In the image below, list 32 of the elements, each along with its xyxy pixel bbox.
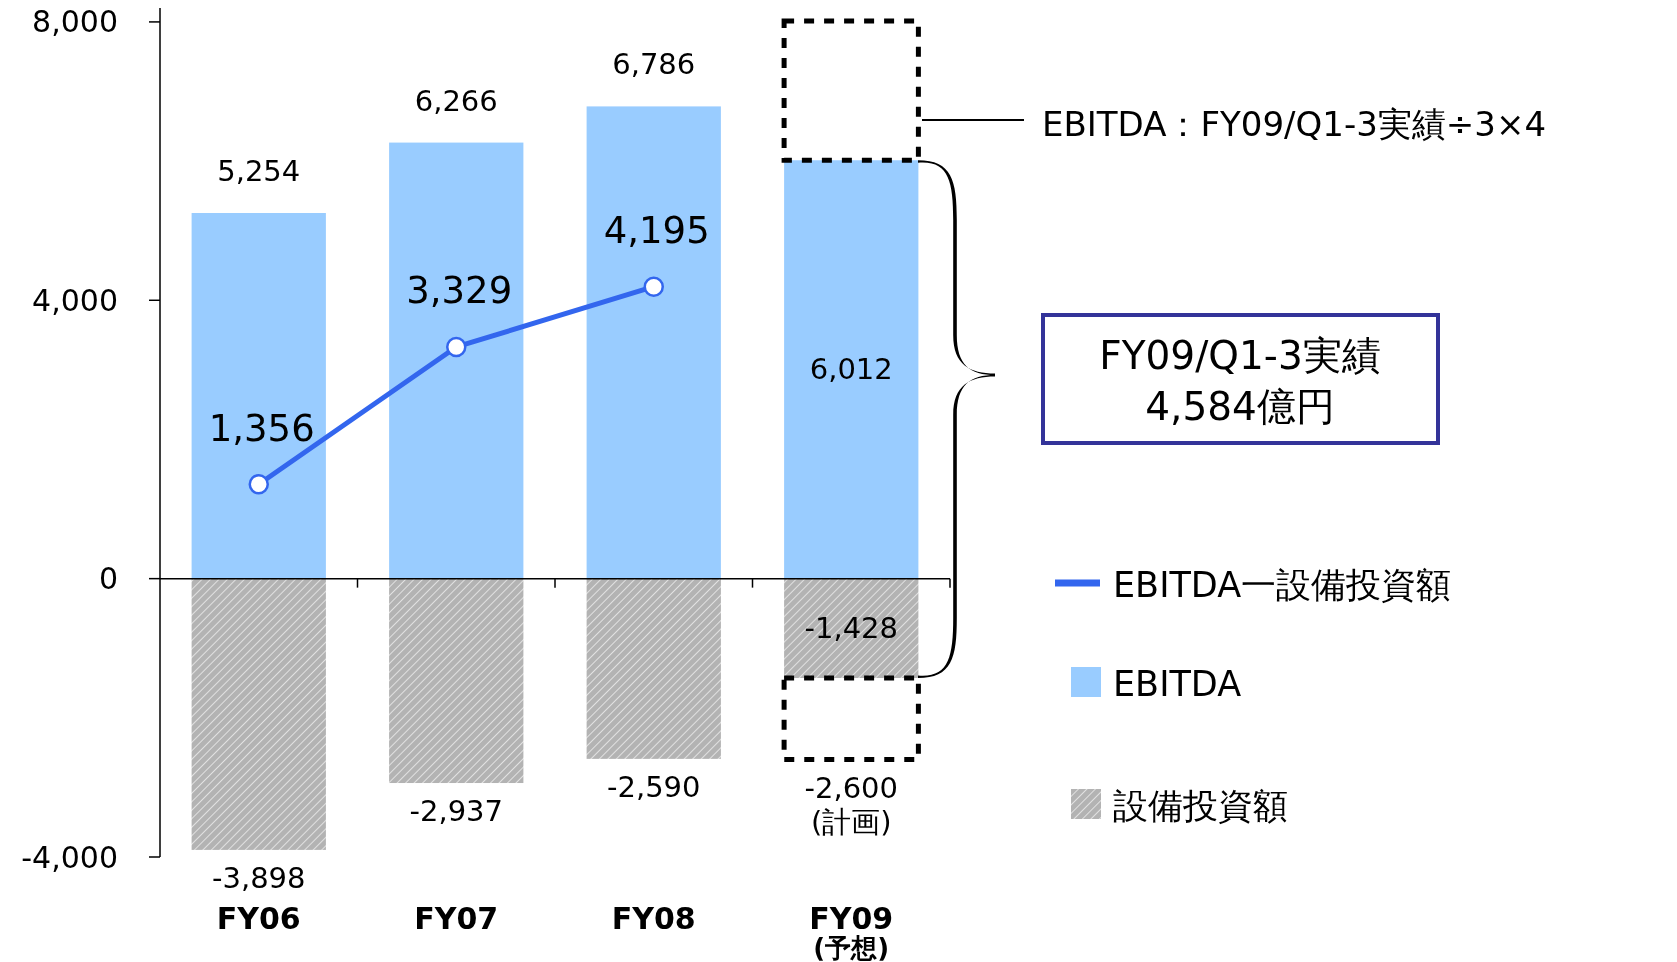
data-label: 4,195 — [603, 209, 710, 253]
data-label: 6,012 — [809, 352, 893, 387]
data-label: -3,898 — [212, 860, 306, 895]
data-label: 1,356 — [208, 406, 315, 450]
legend-label: EBITDA一設備投資額 — [1113, 565, 1452, 605]
data-label: -2,590 — [607, 769, 701, 804]
data-label: -2,600 (計画) — [804, 770, 898, 839]
x-tick-label: FY07 — [414, 900, 499, 936]
bar — [191, 578, 326, 850]
text: FY09/Q1-3実績 4,584億円 — [1099, 332, 1381, 429]
point — [643, 276, 664, 297]
x-tick-label: FY09 (予想) — [809, 900, 894, 962]
data-label: 3,329 — [406, 269, 513, 313]
text: EBITDA：FY09/Q1-3実績÷3×4 — [1042, 104, 1547, 144]
y-tick-label: 4,000 — [32, 282, 118, 318]
x-tick-label: FY06 — [216, 900, 301, 936]
legend-label: EBITDA — [1113, 664, 1242, 704]
bar — [389, 578, 524, 784]
bar — [586, 106, 721, 579]
point — [248, 474, 269, 495]
y-tick-label: -4,000 — [21, 839, 118, 875]
y-tick-label: 8,000 — [32, 4, 118, 40]
data-label: 6,786 — [612, 47, 696, 82]
data-label: 5,254 — [217, 154, 301, 189]
data-label: -2,937 — [409, 794, 503, 829]
x-tick-label: FY08 — [611, 900, 696, 936]
bar — [586, 578, 721, 759]
point — [446, 336, 467, 358]
data-label: 6,266 — [414, 83, 498, 118]
y-tick-label: 0 — [98, 561, 118, 597]
legend-label: 設備投資額 — [1113, 786, 1288, 826]
data-label: -1,428 — [804, 611, 898, 646]
